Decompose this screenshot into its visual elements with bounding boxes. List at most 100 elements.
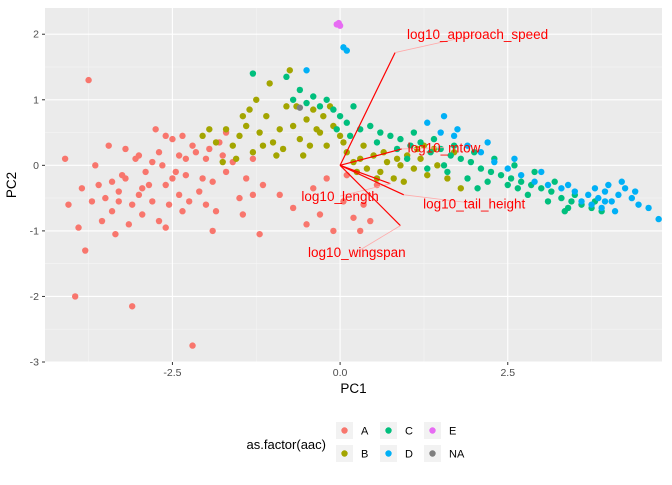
scatter-point-a (165, 201, 173, 208)
scatter-point-d (544, 181, 552, 189)
scatter-point-c (477, 165, 485, 172)
scatter-point-c (507, 175, 515, 182)
scatter-point-a (105, 142, 112, 149)
x-tick-label: 0.0 (333, 367, 348, 379)
scatter-point-d (631, 188, 639, 195)
scatter-point-a (256, 230, 263, 238)
scatter-point-c (457, 155, 465, 162)
scatter-point-b (232, 155, 240, 162)
scatter-point-a (169, 175, 176, 182)
scatter-point-a (239, 211, 247, 218)
scatter-point-a (162, 224, 169, 231)
scatter-point-b (273, 152, 280, 159)
scatter-point-a (310, 185, 317, 192)
legend-label: D (405, 449, 413, 461)
scatter-point-c (511, 162, 518, 169)
scatter-point-d (635, 201, 642, 208)
scatter-point-a (303, 221, 310, 228)
scatter-point-a (125, 221, 133, 228)
scatter-point-d (621, 185, 629, 192)
scatter-point-d (595, 194, 602, 202)
scatter-point-b (249, 149, 257, 156)
scatter-point-a (155, 149, 163, 156)
scatter-point-c (336, 112, 344, 120)
scatter-point-b (410, 165, 418, 172)
scatter-point-a (142, 168, 149, 176)
scatter-point-b (360, 142, 367, 149)
scatter-point-a (212, 208, 220, 215)
scatter-point-a (65, 201, 72, 208)
scatter-point-b (300, 152, 307, 159)
scatter-point-c (343, 119, 350, 126)
scatter-point-a (202, 201, 210, 208)
legend-key-na (429, 450, 436, 457)
scatter-point-a (199, 175, 206, 182)
scatter-point-c (377, 129, 384, 136)
scatter-point-a (179, 208, 186, 215)
scatter-point-c (403, 155, 411, 162)
legend-label: C (405, 426, 413, 438)
scatter-point-c (517, 178, 525, 185)
scatter-point-c (289, 96, 297, 103)
scatter-point-b (377, 168, 384, 176)
scatter-point-a (175, 191, 183, 199)
scatter-point-a (139, 211, 146, 218)
scatter-point-d (645, 204, 652, 212)
scatter-point-a (219, 152, 226, 159)
x-tick-label: -2.5 (163, 367, 181, 379)
scatter-point-c (316, 103, 324, 110)
scatter-point-a (323, 175, 330, 182)
scatter-point-a (192, 149, 200, 156)
scatter-point-d (517, 171, 525, 179)
loading-arrow (339, 52, 396, 166)
scatter-point-b (400, 178, 407, 185)
scatter-point-e (335, 19, 342, 27)
scatter-point-a (149, 158, 156, 166)
scatter-point-c (283, 73, 290, 81)
scatter-point-b (417, 155, 424, 162)
scatter-point-d (464, 142, 471, 149)
scatter-point-a (340, 198, 347, 205)
scatter-point-a (118, 171, 126, 179)
scatter-point-b (259, 142, 267, 149)
legend-key-d (385, 450, 392, 457)
scatter-point-d (558, 185, 565, 192)
scatter-point-b (276, 126, 283, 133)
y-axis-title: PC2 (4, 172, 19, 198)
scatter-point-a (182, 171, 190, 179)
scatter-point-c (484, 178, 491, 185)
loading-label: log10_wingspan (308, 245, 406, 260)
scatter-point-b (340, 139, 347, 146)
legend-label: E (449, 426, 456, 438)
scatter-point-a (159, 162, 166, 169)
scatter-point-a (128, 201, 136, 208)
scatter-point-c (558, 194, 565, 202)
legend-key-b (341, 450, 348, 457)
scatter-point-d (578, 198, 585, 205)
scatter-point-c (424, 165, 431, 172)
x-axis-title: PC1 (340, 381, 366, 396)
scatter-point-a (189, 142, 196, 149)
scatter-point-d (608, 198, 615, 205)
scatter-point-b (424, 171, 431, 179)
scatter-point-c (330, 106, 337, 113)
scatter-point-d (601, 188, 609, 195)
scatter-point-c (544, 198, 552, 205)
scatter-point-c (367, 122, 374, 130)
scatter-point-d (585, 191, 592, 199)
scatter-point-c (551, 178, 558, 185)
scatter-point-d (491, 158, 498, 166)
scatter-point-a (139, 185, 146, 192)
y-tick-label: 2 (33, 29, 39, 41)
scatter-point-b (279, 145, 287, 153)
legend-key-c (385, 427, 392, 434)
y-tick-label: 1 (33, 94, 39, 106)
scatter-point-d (564, 181, 572, 189)
scatter-point-a (108, 178, 116, 185)
scatter-point-b (393, 155, 401, 162)
scatter-point-a (350, 214, 357, 221)
scatter-point-b (363, 165, 371, 172)
scatter-point-b (286, 67, 293, 74)
scatter-point-c (548, 188, 555, 195)
